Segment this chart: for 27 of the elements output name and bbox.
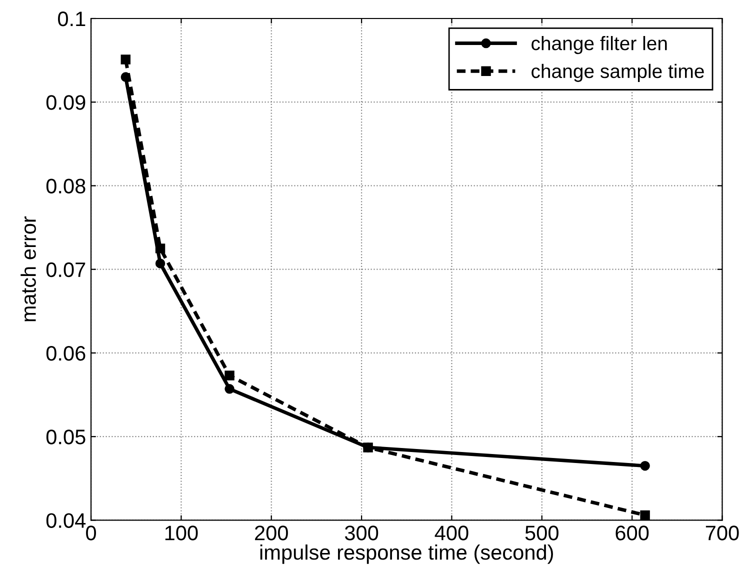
y-tick-label: 0.1 (58, 11, 86, 26)
x-axis-title: impulse response time (second) (260, 544, 553, 564)
y-tick-label: 0.09 (46, 95, 86, 110)
point (120, 54, 131, 64)
point (640, 460, 650, 471)
point (224, 370, 234, 380)
point (640, 510, 650, 520)
x-tick-label: 700 (706, 526, 739, 540)
x-tick-label: 600 (616, 526, 649, 540)
y-tick-label: 0.06 (46, 346, 86, 361)
y-tick-label: 0.07 (46, 262, 86, 278)
x-tick-label: 200 (255, 526, 288, 540)
x-tick-label: 400 (434, 526, 468, 540)
point (155, 258, 166, 268)
y-tick-label: 0.04 (46, 513, 86, 528)
point (224, 384, 234, 394)
point (155, 244, 166, 254)
legend-label: change filter len (532, 36, 667, 54)
y-axis-title: match error (20, 216, 36, 322)
point (363, 442, 373, 452)
x-tick-label: 100 (165, 526, 198, 540)
y-tick-label: 0.08 (46, 178, 86, 194)
x-tick-label: 300 (344, 526, 378, 540)
legend-label: change sample time (532, 64, 704, 82)
x-tick-label: 0 (86, 526, 96, 540)
x-tick-label: 500 (525, 526, 558, 540)
y-tick-label: 0.05 (46, 430, 86, 444)
